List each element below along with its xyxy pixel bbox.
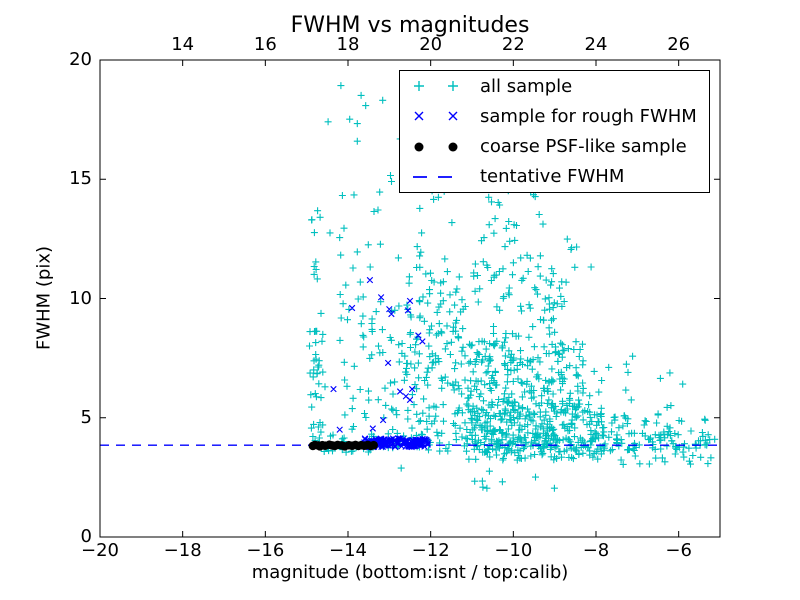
x-tick-label-top: 20 — [419, 34, 443, 55]
x-tick-label-top: 22 — [501, 34, 525, 55]
y-tick-label: 10 — [69, 287, 92, 309]
dashed-line-icon — [410, 168, 472, 186]
x-marker-icon — [410, 107, 472, 125]
legend-item-all-sample: all sample — [400, 71, 709, 101]
x-tick-label-bottom: −16 — [246, 540, 285, 561]
dot-marker-icon — [410, 138, 472, 156]
x-tick-label-bottom: −6 — [665, 540, 692, 561]
x-tick-label-bottom: −12 — [411, 540, 450, 561]
scatter-dot — [369, 440, 378, 450]
x-tick-label-bottom: −14 — [329, 540, 367, 561]
legend: all sample sample for rough FWHM coarse … — [399, 70, 710, 193]
x-tick-label-bottom: −20 — [81, 540, 119, 561]
legend-item-rough-fwhm: sample for rough FWHM — [400, 101, 709, 131]
x-axis-label: magnitude (bottom:isnt / top:calib) — [251, 562, 569, 583]
x-tick-label-top: 16 — [253, 34, 277, 55]
legend-label: coarse PSF-like sample — [480, 136, 687, 158]
x-tick-label-bottom: −18 — [163, 540, 202, 561]
plus-marker-icon — [410, 77, 472, 95]
y-tick-label: 15 — [69, 168, 92, 190]
x-tick-label-top: 18 — [336, 34, 360, 55]
x-tick-label-bottom: −8 — [582, 540, 610, 561]
axis-ticks — [99, 59, 720, 538]
x-tick-label-top: 24 — [584, 34, 608, 55]
legend-label: all sample — [480, 75, 573, 97]
y-tick-label: 20 — [69, 49, 92, 70]
legend-label: sample for rough FWHM — [480, 105, 697, 127]
x-tick-label-top: 14 — [171, 34, 195, 55]
legend-label: tentative FWHM — [480, 166, 625, 188]
y-tick-label: 0 — [80, 526, 92, 547]
x-tick-label-top: 26 — [667, 34, 691, 55]
legend-item-tentative-fwhm: tentative FWHM — [400, 162, 709, 192]
chart-title: FWHM vs magnitudes — [290, 13, 530, 38]
x-tick-label-bottom: −10 — [494, 540, 533, 561]
legend-item-coarse-psf: coarse PSF-like sample — [400, 132, 709, 162]
y-tick-label: 5 — [80, 406, 92, 428]
